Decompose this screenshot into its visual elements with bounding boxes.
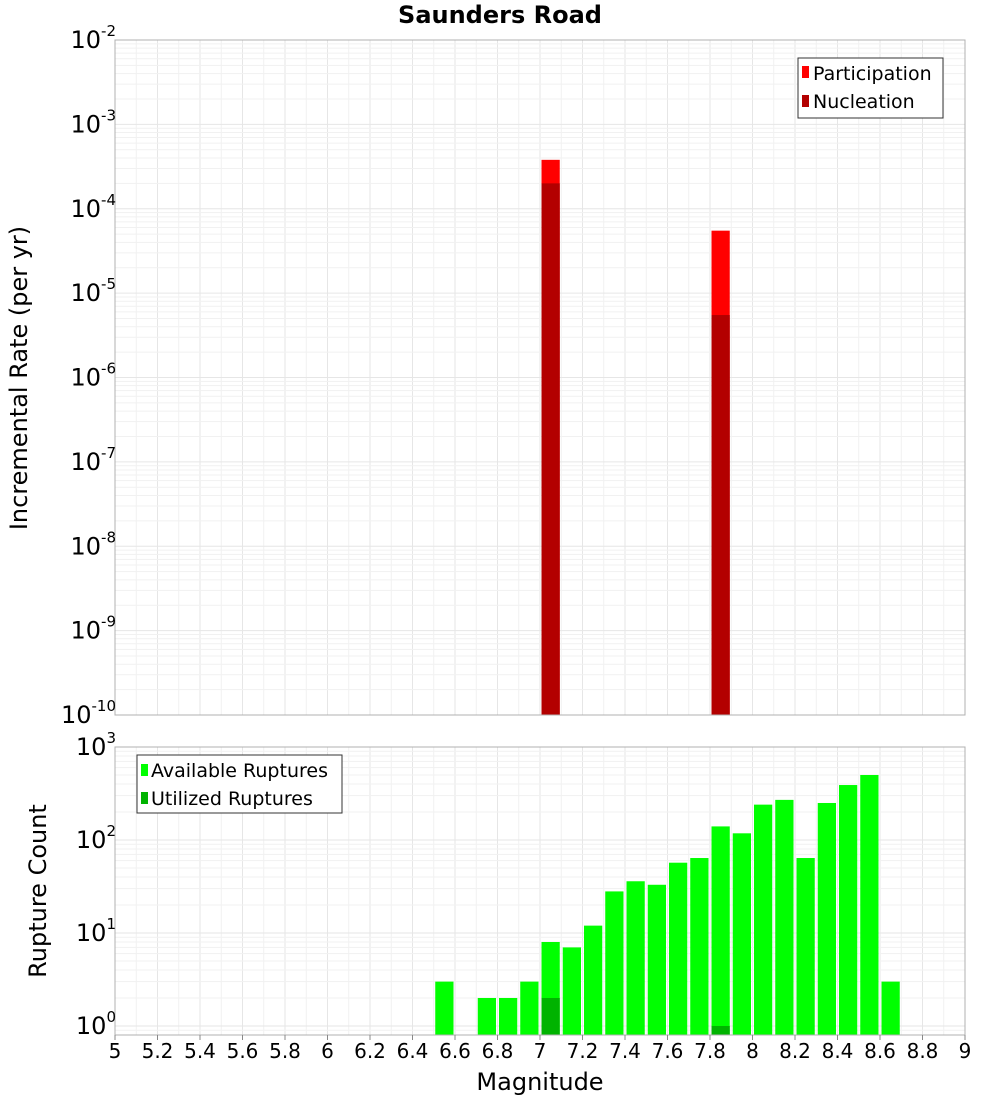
legend-label-utilized: Utilized Ruptures bbox=[151, 788, 313, 810]
legend-label-nucleation: Nucleation bbox=[813, 91, 915, 113]
y-tick-label: 10-3 bbox=[70, 106, 116, 138]
x-tick-label: 5 bbox=[109, 1039, 122, 1063]
top-y-ticks: 10-10 10-9 10-8 10-7 10-6 10-5 10-4 10-3 10-2 bbox=[61, 22, 116, 729]
available-ruptures-bar bbox=[605, 891, 624, 1035]
y-tick-label: 10-10 bbox=[61, 697, 116, 729]
available-ruptures-bar bbox=[881, 981, 900, 1035]
chart-title: Saunders Road bbox=[398, 1, 602, 29]
legend-swatch-participation bbox=[802, 66, 809, 78]
x-tick-label: 7.2 bbox=[567, 1039, 599, 1063]
y-tick-label: 10-9 bbox=[70, 613, 116, 645]
y-tick-label: 101 bbox=[76, 915, 116, 947]
nucleation-bar bbox=[711, 315, 730, 715]
available-ruptures-bar bbox=[690, 858, 709, 1035]
available-ruptures-bar bbox=[562, 947, 581, 1035]
top-y-axis-label: Incremental Rate (per yr) bbox=[5, 226, 33, 530]
legend-label-available: Available Ruptures bbox=[151, 760, 328, 782]
x-tick-label: 6.6 bbox=[439, 1039, 471, 1063]
utilized-ruptures-bar bbox=[541, 997, 560, 1035]
available-ruptures-bar bbox=[860, 774, 879, 1035]
available-ruptures-bar bbox=[775, 799, 794, 1035]
y-tick-label: 10-8 bbox=[70, 528, 116, 560]
x-tick-label: 6.4 bbox=[397, 1039, 429, 1063]
bottom-y-axis-label: Rupture Count bbox=[24, 804, 52, 978]
available-ruptures-bar bbox=[520, 981, 539, 1035]
available-ruptures-bar bbox=[796, 858, 815, 1035]
x-tick-label: 8.2 bbox=[779, 1039, 811, 1063]
bottom-legend: Available Ruptures Utilized Ruptures bbox=[136, 754, 343, 814]
x-tick-label: 8 bbox=[746, 1039, 759, 1063]
x-tick-label: 5.2 bbox=[142, 1039, 174, 1063]
available-ruptures-bar bbox=[669, 862, 688, 1035]
legend-swatch-available bbox=[141, 764, 148, 776]
available-ruptures-bar bbox=[839, 785, 858, 1035]
available-ruptures-bar bbox=[647, 884, 666, 1035]
available-ruptures-bar bbox=[754, 804, 773, 1035]
y-tick-label: 10-6 bbox=[70, 360, 116, 392]
x-tick-label: 6.2 bbox=[354, 1039, 386, 1063]
x-tick-label: 5.6 bbox=[227, 1039, 259, 1063]
legend-label-participation: Participation bbox=[813, 63, 932, 85]
y-tick-label: 10-7 bbox=[70, 444, 116, 476]
y-tick-label: 10-5 bbox=[70, 275, 116, 307]
legend-swatch-utilized bbox=[141, 792, 148, 804]
legend-swatch-nucleation bbox=[802, 95, 809, 107]
top-plot-grid bbox=[114, 39, 966, 716]
x-tick-label: 5.4 bbox=[184, 1039, 216, 1063]
available-ruptures-bar bbox=[817, 802, 836, 1035]
available-ruptures-bar bbox=[435, 981, 454, 1035]
x-axis-label: Magnitude bbox=[476, 1068, 603, 1096]
x-tick-label: 8.4 bbox=[822, 1039, 854, 1063]
x-tick-label: 8.6 bbox=[864, 1039, 896, 1063]
top-plot-bars bbox=[541, 159, 730, 716]
y-tick-label: 10-2 bbox=[70, 22, 116, 54]
y-tick-label: 10-4 bbox=[70, 191, 116, 223]
available-ruptures-bar bbox=[626, 881, 645, 1035]
y-tick-label: 103 bbox=[76, 729, 116, 761]
y-tick-label: 102 bbox=[76, 822, 116, 854]
bottom-plot-bars bbox=[435, 774, 900, 1035]
available-ruptures-bar bbox=[477, 997, 496, 1035]
top-plot: 10-10 10-9 10-8 10-7 10-6 10-5 10-4 10-3 10-2 bbox=[61, 22, 966, 729]
utilized-ruptures-bar bbox=[711, 1025, 730, 1035]
x-tick-label: 6 bbox=[321, 1039, 334, 1063]
bottom-y-ticks: 100 101 102 103 bbox=[76, 729, 116, 1040]
top-legend: Participation Nucleation bbox=[797, 57, 944, 119]
nucleation-bar bbox=[541, 183, 560, 716]
available-ruptures-bar bbox=[584, 925, 603, 1035]
top-legend-box bbox=[797, 57, 944, 119]
top-plot-frame bbox=[114, 39, 966, 716]
available-ruptures-bar bbox=[732, 833, 751, 1035]
x-tick-label: 9 bbox=[959, 1039, 972, 1063]
x-tick-label: 6.8 bbox=[482, 1039, 514, 1063]
available-ruptures-bar bbox=[711, 826, 730, 1035]
x-tick-label: 5.8 bbox=[269, 1039, 301, 1063]
x-tick-label: 7 bbox=[534, 1039, 547, 1063]
x-tick-label: 7.6 bbox=[652, 1039, 684, 1063]
available-ruptures-bar bbox=[499, 997, 518, 1035]
bottom-legend-box bbox=[136, 754, 343, 814]
x-tick-label: 8.8 bbox=[907, 1039, 939, 1063]
y-tick-label: 100 bbox=[76, 1008, 116, 1040]
x-ticks: 5 5.2 5.4 5.6 5.8 6 6.2 6.4 6.6 6.8 7 7.2 7.4 7.6 7.8 8… bbox=[109, 1035, 972, 1063]
x-tick-label: 7.8 bbox=[694, 1039, 726, 1063]
x-tick-label: 7.4 bbox=[609, 1039, 641, 1063]
